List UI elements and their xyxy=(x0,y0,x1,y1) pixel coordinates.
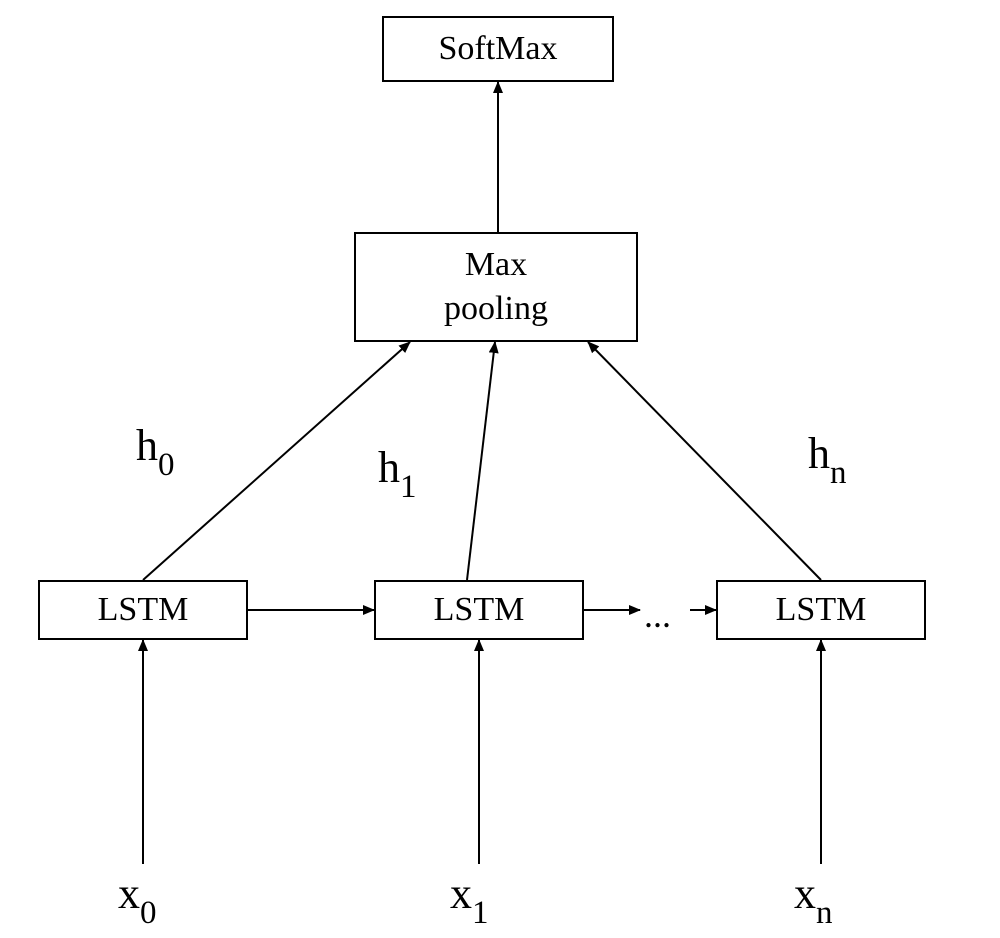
xn-label: xn xyxy=(794,868,833,927)
lstm-node-1: LSTM xyxy=(374,580,584,640)
edge-lstm0_top-to-maxpool_bl xyxy=(143,342,410,580)
maxpool-node: Max pooling xyxy=(354,232,638,342)
softmax-label: SoftMax xyxy=(439,27,558,71)
hn-label: hn xyxy=(808,428,847,487)
edge-lstm1_top-to-maxpool_bc xyxy=(467,342,495,580)
lstm-node-0: LSTM xyxy=(38,580,248,640)
lstm-node-n: LSTM xyxy=(716,580,926,640)
x1-label: x1 xyxy=(450,868,489,927)
edge-lstmn_top-to-maxpool_br xyxy=(588,342,821,580)
lstm0-label: LSTM xyxy=(98,588,189,632)
h1-label: h1 xyxy=(378,442,417,501)
x0-label: x0 xyxy=(118,868,157,927)
lstmn-label: LSTM xyxy=(776,588,867,632)
maxpool-label: Max pooling xyxy=(444,243,548,331)
softmax-node: SoftMax xyxy=(382,16,614,82)
ellipsis-label: ... xyxy=(644,594,671,636)
h0-label: h0 xyxy=(136,420,175,479)
lstm1-label: LSTM xyxy=(434,588,525,632)
